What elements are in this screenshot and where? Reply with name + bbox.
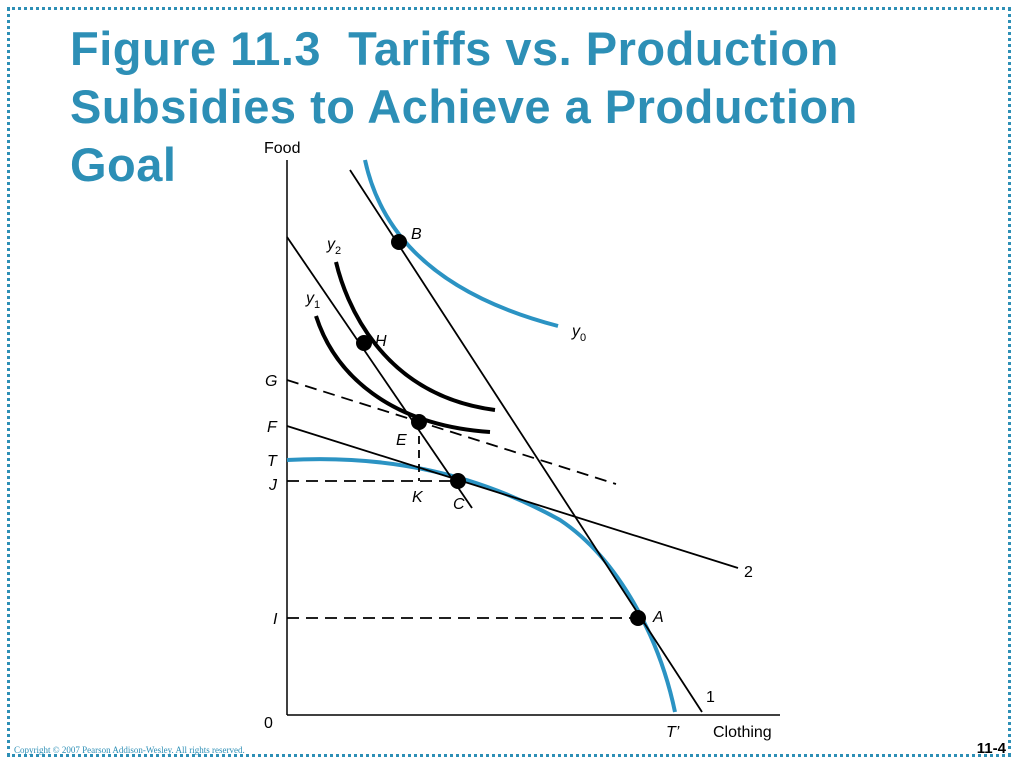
point-e <box>411 414 427 430</box>
point-c <box>450 473 466 489</box>
slide-title: Figure 11.3 Tariffs vs. Production Subsi… <box>70 20 950 194</box>
ppf-curve <box>286 457 677 713</box>
label-y0-base: y <box>571 323 581 340</box>
axis-label-t: T <box>267 453 278 470</box>
title-line-1: Figure 11.3 Tariffs vs. Production <box>70 22 839 75</box>
title-line-3: Goal <box>70 138 177 191</box>
indifference-curve-y2 <box>334 261 496 412</box>
label-y1-base: y <box>305 290 315 307</box>
label-k: K <box>412 489 424 506</box>
copyright-notice: Copyright © 2007 Pearson Addison-Wesley.… <box>14 745 245 755</box>
price-line-2 <box>286 425 739 569</box>
slide-number: 11-4 <box>976 740 1006 757</box>
point-h <box>356 335 372 351</box>
label-y0: y0 <box>571 323 586 344</box>
point-b <box>391 234 407 250</box>
point-a <box>630 610 646 626</box>
label-y1: y1 <box>305 290 320 311</box>
label-y2-sub: 2 <box>335 245 341 257</box>
origin-label: 0 <box>264 715 273 732</box>
axis-label-i: I <box>273 611 278 628</box>
label-a: A <box>652 609 664 626</box>
title-line-2: Subsidies to Achieve a Production <box>70 80 858 133</box>
dotted-frame <box>7 7 1011 757</box>
dashed-line-g <box>286 379 617 485</box>
label-line-2: 2 <box>744 564 753 581</box>
label-line-1: 1 <box>706 689 715 706</box>
price-line-hec <box>286 236 473 509</box>
label-e: E <box>396 432 407 449</box>
label-y0-sub: 0 <box>580 332 586 344</box>
label-y2-base: y <box>326 236 336 253</box>
y-axis-label: Food <box>264 140 300 157</box>
axis-label-f: F <box>267 419 278 436</box>
indifference-curve-y0 <box>363 159 559 328</box>
label-y2: y2 <box>326 236 341 257</box>
label-t-prime: T’ <box>666 724 680 741</box>
label-c: C <box>453 496 465 513</box>
x-axis-label: Clothing <box>713 724 772 741</box>
axis-label-j: J <box>268 477 278 494</box>
axis-label-g: G <box>265 373 277 390</box>
label-h: H <box>375 333 387 350</box>
label-b: B <box>411 226 422 243</box>
indifference-curve-y1 <box>314 315 491 434</box>
label-y1-sub: 1 <box>314 299 320 311</box>
